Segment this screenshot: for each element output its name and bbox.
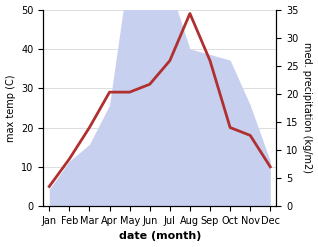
X-axis label: date (month): date (month) <box>119 231 201 242</box>
Y-axis label: max temp (C): max temp (C) <box>5 74 16 142</box>
Y-axis label: med. precipitation (kg/m2): med. precipitation (kg/m2) <box>302 42 313 173</box>
